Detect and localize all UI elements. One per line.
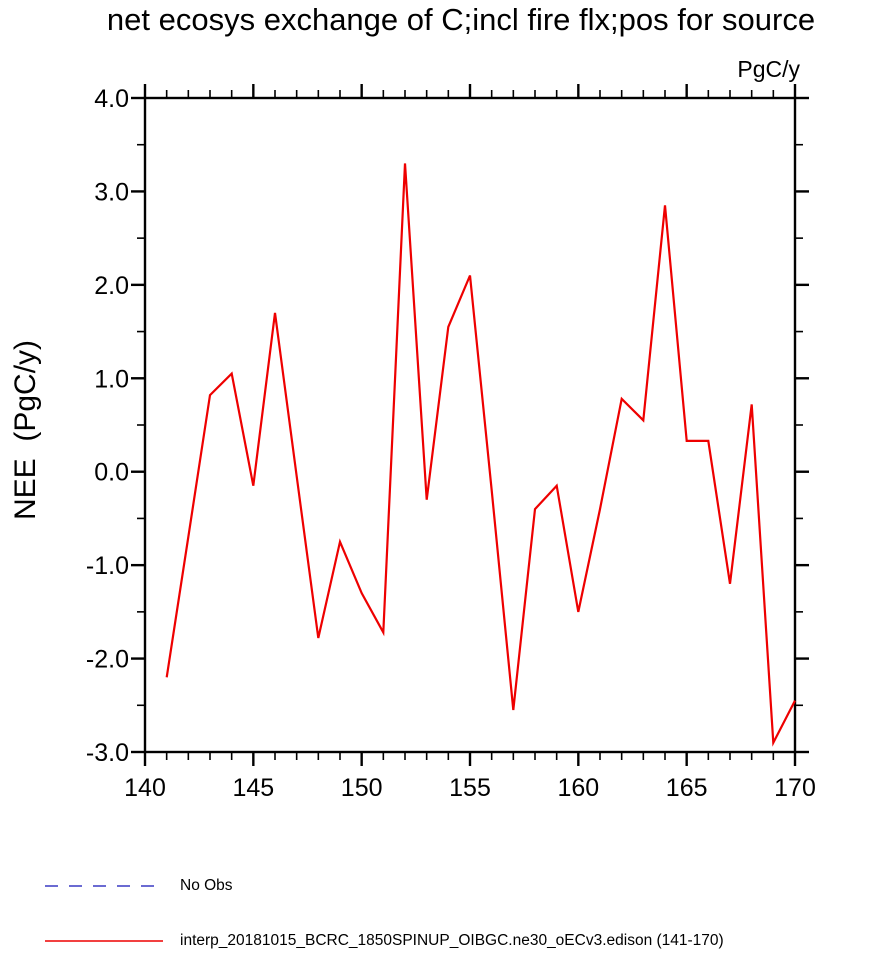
x-tick-label: 165 xyxy=(666,774,708,802)
tick-labels: 140 145 150 155 160 165 170 -3.0 -2.0 -1.0 0.0 1.0 2… xyxy=(86,85,816,802)
legend-label-series: interp_20181015_BCRC_1850SPINUP_OIBGC.ne… xyxy=(180,932,724,949)
y-tick-label: 1.0 xyxy=(94,365,129,393)
x-tick-label: 170 xyxy=(774,774,816,802)
no-obs-line-sample xyxy=(45,885,163,887)
y-tick-label: 3.0 xyxy=(94,178,129,206)
y-tick-label: -3.0 xyxy=(86,739,129,767)
x-tick-label: 150 xyxy=(341,774,383,802)
x-tick-label: 145 xyxy=(232,774,274,802)
legend-label-no-obs: No Obs xyxy=(180,877,233,894)
y-tick-label: 4.0 xyxy=(94,85,129,113)
x-tick-label: 155 xyxy=(449,774,491,802)
y-tick-label: 2.0 xyxy=(94,272,129,300)
plot-area: 140 145 150 155 160 165 170 -3.0 -2.0 -1.0 0.0 1.0 2… xyxy=(86,84,816,802)
y-tick-label: -2.0 xyxy=(86,646,129,674)
x-tick-label: 140 xyxy=(124,774,166,802)
x-tick-label: 160 xyxy=(557,774,599,802)
y-tick-label: 0.0 xyxy=(94,459,129,487)
units-label: PgC/y xyxy=(737,56,800,82)
legend-entry-series: interp_20181015_BCRC_1850SPINUP_OIBGC.ne… xyxy=(45,931,724,951)
legend-entry-no-obs: No Obs xyxy=(45,876,233,896)
series-line xyxy=(165,163,796,747)
axes-frame xyxy=(131,84,809,766)
y-tick-label: -1.0 xyxy=(86,552,129,580)
series-line-sample xyxy=(45,940,163,942)
chart-title: net ecosys exchange of C;incl fire flx;p… xyxy=(106,2,816,37)
